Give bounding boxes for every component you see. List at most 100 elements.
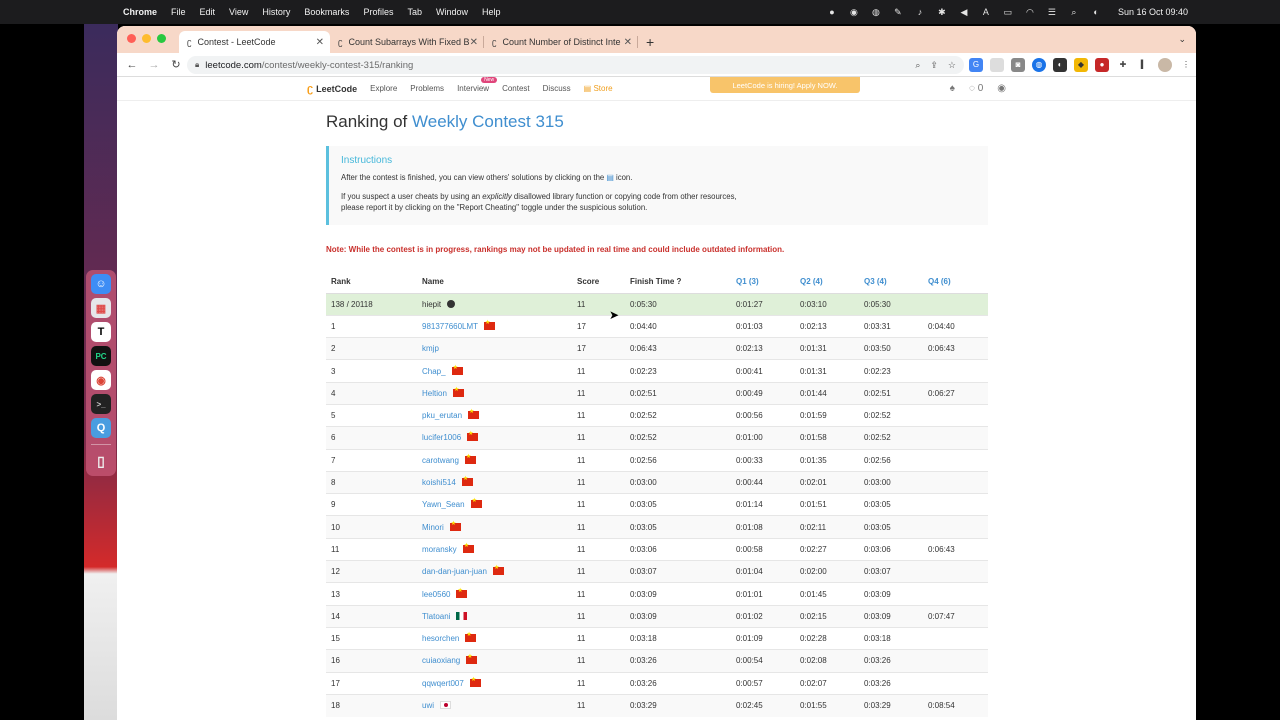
- leetcode-logo[interactable]: ʗ LeetCode: [307, 83, 357, 95]
- launchpad-icon[interactable]: ▦: [91, 298, 111, 318]
- user-name-link[interactable]: Chap_: [417, 359, 572, 383]
- user-name[interactable]: lee0560: [422, 589, 451, 599]
- nav-problems[interactable]: Problems: [410, 84, 445, 93]
- quicktime-icon[interactable]: Q: [91, 418, 111, 438]
- user-name[interactable]: hesorchen: [422, 634, 460, 644]
- user-name[interactable]: moransky: [422, 544, 457, 554]
- header-q4[interactable]: Q4 (6): [923, 271, 988, 294]
- translate-extension-icon[interactable]: G: [969, 58, 983, 72]
- user-avatar-icon[interactable]: ◉: [997, 83, 1006, 94]
- side-panel-icon[interactable]: ▍: [1140, 60, 1148, 69]
- user-name-link[interactable]: cuiaoxiang: [417, 649, 572, 673]
- keyboard-input-icon[interactable]: A: [982, 7, 989, 17]
- user-name-link[interactable]: pku_erutan: [417, 403, 572, 427]
- back-arrow-icon[interactable]: ←: [126, 58, 138, 71]
- browser-menu-icon[interactable]: ⋮: [1182, 60, 1190, 69]
- user-name[interactable]: Tlatoani: [422, 611, 451, 621]
- user-name-link[interactable]: qqwqert007: [417, 671, 572, 695]
- zoom-search-icon[interactable]: ⌕: [915, 59, 921, 70]
- menu-file[interactable]: File: [171, 7, 186, 17]
- user-name[interactable]: kmjp: [422, 344, 439, 354]
- nav-interview[interactable]: Interview New: [457, 77, 498, 93]
- user-name[interactable]: 981377660LMT: [422, 321, 479, 331]
- menu-tab[interactable]: Tab: [407, 7, 422, 17]
- extension-icon[interactable]: [990, 58, 1004, 72]
- share-icon[interactable]: ⇪: [930, 59, 938, 70]
- battery-icon[interactable]: ▭: [1003, 7, 1013, 17]
- user-name-link[interactable]: Heltion: [417, 381, 572, 405]
- nav-contest[interactable]: Contest: [502, 84, 530, 93]
- new-tab-button[interactable]: +: [646, 34, 655, 50]
- finder-icon[interactable]: ☺: [91, 274, 111, 294]
- terminal-icon[interactable]: >_: [91, 394, 111, 414]
- user-name-link[interactable]: koishi514: [417, 470, 572, 494]
- siri-icon[interactable]: ◐: [1093, 7, 1099, 17]
- user-name-link[interactable]: dan-dan-juan-juan: [417, 560, 572, 583]
- close-tab-icon[interactable]: ✕: [623, 36, 632, 48]
- close-window-button[interactable]: [127, 34, 136, 43]
- zoom-window-button[interactable]: [157, 34, 166, 43]
- user-name[interactable]: lucifer1006: [422, 433, 462, 443]
- menu-view[interactable]: View: [229, 7, 249, 17]
- volume-icon[interactable]: ◀: [960, 7, 968, 17]
- user-name[interactable]: Chap_: [422, 366, 446, 376]
- tab-contest-leetcode[interactable]: ʗ Contest - LeetCode ✕: [179, 31, 330, 53]
- yellow-extension-icon[interactable]: ◆: [1074, 58, 1088, 72]
- typora-icon[interactable]: T: [91, 322, 111, 342]
- dark-extension-icon[interactable]: ◐: [1053, 58, 1067, 72]
- user-name[interactable]: Yawn_Sean: [422, 500, 465, 510]
- pen-icon[interactable]: ✎: [894, 7, 902, 17]
- lock-icon[interactable]: 🔒︎: [195, 60, 200, 69]
- nav-explore[interactable]: Explore: [370, 84, 398, 93]
- user-name-link[interactable]: Yawn_Sean: [417, 493, 572, 516]
- tab-count-subarrays[interactable]: ʗ Count Subarrays With Fixed B ✕: [330, 31, 484, 53]
- menu-app-name[interactable]: Chrome: [123, 7, 158, 17]
- user-name-link[interactable]: 981377660LMT: [417, 314, 572, 338]
- header-q2[interactable]: Q2 (4): [795, 271, 859, 294]
- extensions-puzzle-icon[interactable]: ✚: [1119, 60, 1127, 69]
- user-name-link[interactable]: moransky: [417, 537, 572, 561]
- help-question-icon[interactable]: ?: [676, 277, 682, 287]
- tab-search-chevron-icon[interactable]: ⌄: [1178, 34, 1186, 44]
- menubar-clock[interactable]: Sun 16 Oct 09:40: [1117, 7, 1188, 17]
- red-extension-icon[interactable]: ●: [1095, 58, 1109, 72]
- trash-icon[interactable]: ▯: [97, 452, 105, 469]
- close-tab-icon[interactable]: ✕: [469, 36, 478, 48]
- pycharm-icon[interactable]: PC: [91, 346, 111, 366]
- menu-profiles[interactable]: Profiles: [363, 7, 394, 17]
- user-name-link[interactable]: kmjp: [417, 337, 572, 360]
- user-name[interactable]: uwi: [422, 701, 435, 711]
- hiring-banner[interactable]: LeetCode is hiring! Apply NOW.: [710, 77, 860, 93]
- reload-icon[interactable]: ↻: [171, 59, 181, 71]
- bookmark-star-icon[interactable]: ☆: [947, 59, 956, 70]
- globe-icon[interactable]: ◍: [872, 7, 880, 17]
- user-name-link[interactable]: Tlatoani: [417, 604, 572, 628]
- coins[interactable]: ◌ 0: [969, 83, 983, 94]
- menu-bookmarks[interactable]: Bookmarks: [304, 7, 350, 17]
- close-tab-icon[interactable]: ✕: [315, 36, 324, 48]
- forward-arrow-icon[interactable]: →: [148, 58, 160, 71]
- contest-title-link[interactable]: Weekly Contest 315: [412, 112, 564, 131]
- user-name[interactable]: qqwqert007: [422, 678, 464, 688]
- user-name[interactable]: pku_erutan: [422, 411, 463, 421]
- nav-store[interactable]: ▤ Store: [584, 84, 613, 93]
- control-center-icon[interactable]: ☰: [1047, 7, 1056, 17]
- header-q1[interactable]: Q1 (3): [731, 271, 795, 294]
- address-bar[interactable]: 🔒︎ leetcode.com/contest/weekly-contest-3…: [187, 56, 964, 74]
- user-name[interactable]: Minori: [422, 522, 444, 532]
- eye-icon[interactable]: ◉: [850, 7, 858, 17]
- minimize-window-button[interactable]: [142, 34, 151, 43]
- menu-window[interactable]: Window: [435, 7, 468, 17]
- tab-count-distinct[interactable]: ʗ Count Number of Distinct Inte ✕: [484, 31, 638, 53]
- user-name[interactable]: cuiaoxiang: [422, 656, 461, 666]
- circle-extension-icon[interactable]: ◍: [1032, 58, 1046, 72]
- menu-history[interactable]: History: [262, 7, 291, 17]
- user-name-link[interactable]: lucifer1006: [417, 426, 572, 450]
- microphone-icon[interactable]: ♪: [917, 7, 923, 17]
- menu-edit[interactable]: Edit: [199, 7, 216, 17]
- camera-extension-icon[interactable]: ◙: [1011, 58, 1025, 72]
- user-name[interactable]: hiepit: [422, 299, 442, 309]
- user-name-link[interactable]: hiepit: [417, 292, 572, 316]
- user-name-link[interactable]: carotwang: [417, 448, 572, 472]
- spotlight-search-icon[interactable]: ⌕: [1071, 7, 1077, 17]
